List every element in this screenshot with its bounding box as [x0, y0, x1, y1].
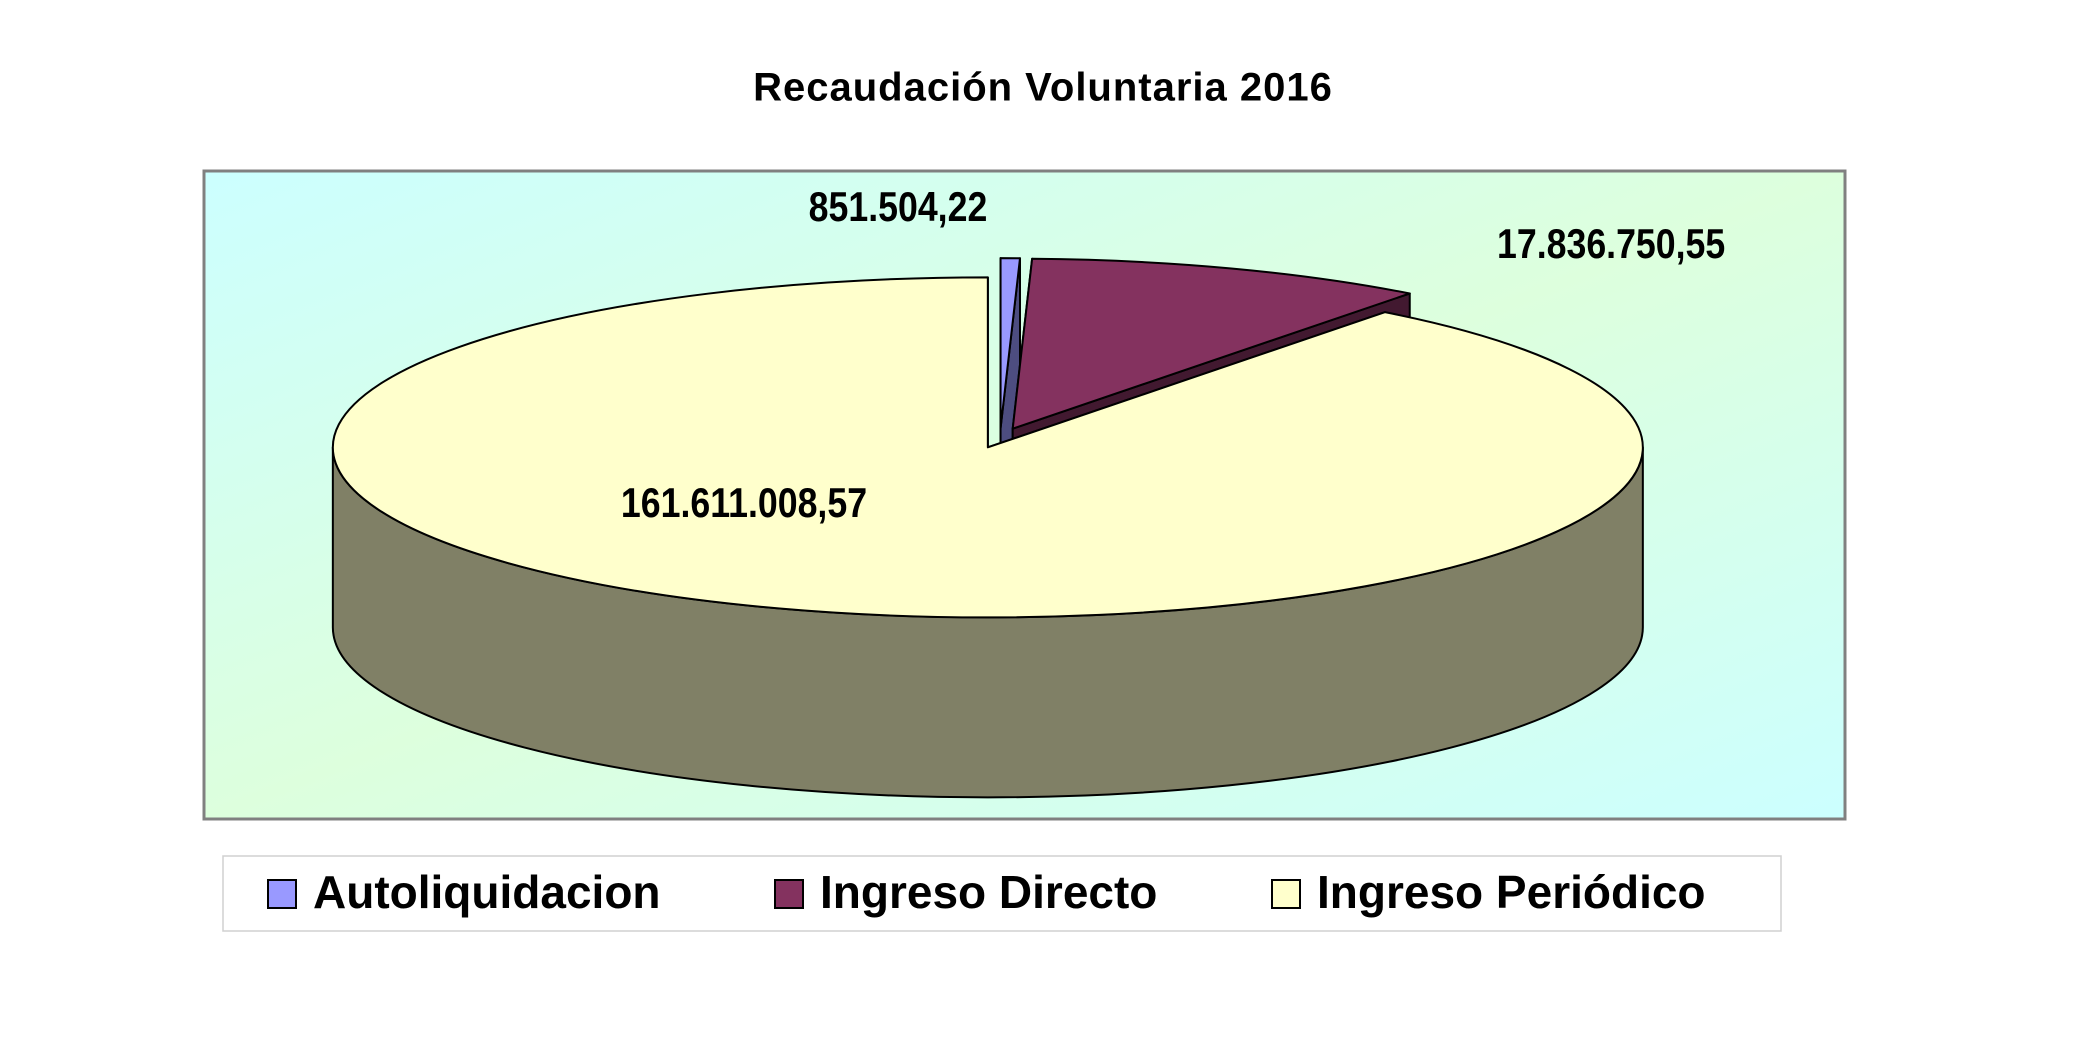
slice [331, 276, 1644, 619]
data-label: 161.611.008,57 [621, 480, 867, 526]
slice [999, 257, 1021, 430]
legend-swatch [267, 879, 297, 909]
data-label: 851.504,22 [809, 184, 988, 230]
legend-label: Autoliquidacion [313, 866, 661, 918]
legend-swatch [1271, 879, 1301, 909]
legend-swatch [774, 879, 804, 909]
data-label: 17.836.750,55 [1497, 221, 1725, 267]
pie: 851.504,22 17.836.750,55 161.611.008,57 [331, 184, 1725, 798]
legend-label: Ingreso Directo [820, 866, 1157, 918]
legend [222, 855, 1782, 932]
slice [1011, 257, 1411, 430]
legend-label: Ingreso Periódico [1317, 866, 1706, 918]
chart-title: Recaudación Voluntaria 2016 [753, 66, 1333, 110]
legend-items: Autoliquidacion Ingreso Directo Ingreso Pe… [267, 866, 1706, 918]
